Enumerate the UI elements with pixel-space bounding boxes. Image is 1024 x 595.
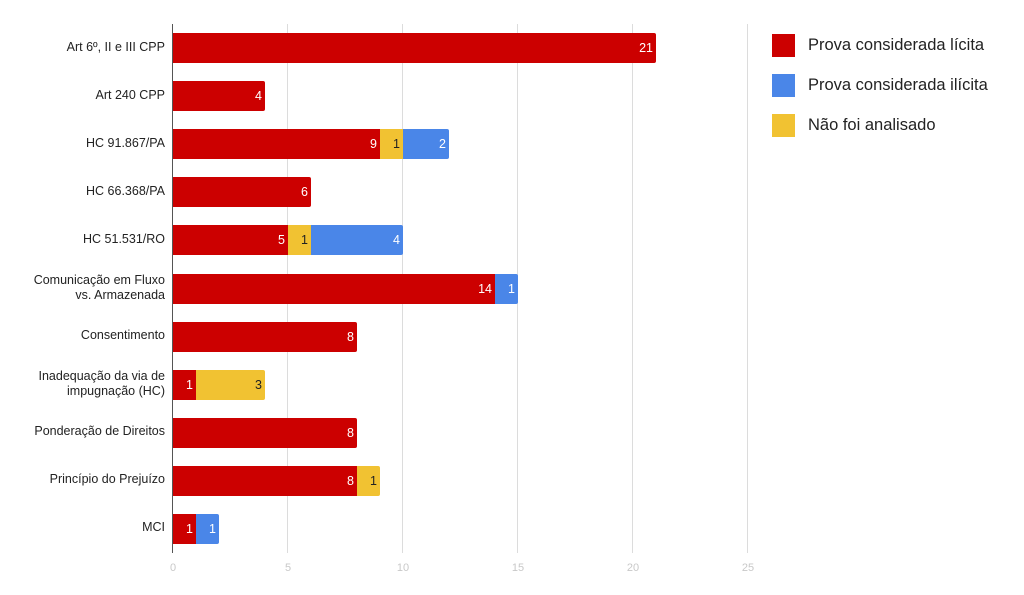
bar-value-label: 3 xyxy=(255,377,262,392)
bar-segment: 4 xyxy=(173,81,265,112)
category-label-line: impugnação (HC) xyxy=(67,383,165,398)
category-label-line: Princípio do Prejuízo xyxy=(49,472,165,487)
category-label: Ponderação de Direitos xyxy=(5,424,165,439)
bar-segment: 14 xyxy=(173,273,495,304)
bar-segment: 8 xyxy=(173,465,357,496)
bar-value-label: 8 xyxy=(347,473,354,488)
bar-value-label: 8 xyxy=(347,329,354,344)
gridline xyxy=(747,24,748,553)
category-label-line: Inadequação da via de xyxy=(38,368,166,383)
bar-value-label: 6 xyxy=(301,185,308,200)
category-label-line: MCI xyxy=(142,520,165,535)
x-tick-label: 15 xyxy=(511,562,525,574)
legend-label: Prova considerada lícita xyxy=(808,36,985,54)
x-tick-label: 25 xyxy=(741,562,755,574)
bar-value-label: 5 xyxy=(278,233,285,248)
bar-value-label: 9 xyxy=(370,137,377,152)
bar-segment: 3 xyxy=(196,369,265,400)
legend-label: Prova considerada ilícita xyxy=(808,76,988,94)
bar-segment: 4 xyxy=(311,225,403,256)
bar-value-label: 21 xyxy=(639,41,653,56)
category-label-line: HC 66.368/PA xyxy=(86,183,165,198)
category-label-line: Consentimento xyxy=(80,328,165,343)
bar-segment: 9 xyxy=(173,129,380,160)
bar-segment: 1 xyxy=(288,225,311,256)
x-tick-label: 5 xyxy=(284,562,292,574)
bar-segment: 6 xyxy=(173,177,311,208)
category-label: HC 91.867/PA xyxy=(5,136,165,151)
bar-value-label: 4 xyxy=(393,233,400,248)
category-label: Inadequação da via de impugnação (HC) xyxy=(5,368,166,399)
bar-segment: 1 xyxy=(380,129,403,160)
category-label: Consentimento xyxy=(5,328,165,343)
bar-value-label: 1 xyxy=(186,521,193,536)
category-label: Art 6º, II e III CPP xyxy=(5,40,165,55)
y-axis-line xyxy=(172,24,173,553)
legend-swatch-icon xyxy=(772,114,795,137)
bar-segment: 8 xyxy=(173,417,357,448)
bar-value-label: 1 xyxy=(370,473,377,488)
bar-value-label: 1 xyxy=(508,281,515,296)
category-label: Princípio do Prejuízo xyxy=(5,472,165,487)
category-label-line: Art 6º, II e III CPP xyxy=(66,39,165,54)
category-label-line: vs. Armazenada xyxy=(75,287,165,302)
bar-segment: 1 xyxy=(173,513,196,544)
x-tick-label: 20 xyxy=(626,562,640,574)
category-label: HC 66.368/PA xyxy=(5,184,165,199)
bar-value-label: 1 xyxy=(301,233,308,248)
bar-value-label: 1 xyxy=(393,137,400,152)
bar-segment: 2 xyxy=(403,129,449,160)
bar-segment: 8 xyxy=(173,321,357,352)
bar-value-label: 1 xyxy=(186,377,193,392)
category-label-line: Art 240 CPP xyxy=(95,87,165,102)
bar-value-label: 1 xyxy=(209,521,216,536)
bar-segment: 1 xyxy=(173,369,196,400)
category-label: Art 240 CPP xyxy=(5,88,165,103)
category-label-line: Comunicação em Fluxo xyxy=(33,272,165,287)
gridline xyxy=(632,24,633,553)
category-label-line: HC 51.531/RO xyxy=(83,231,165,246)
x-tick-label: 10 xyxy=(396,562,410,574)
bar-value-label: 14 xyxy=(478,281,492,296)
legend-label: Não foi analisado xyxy=(808,116,936,134)
category-label: Comunicação em Fluxo vs. Armazenada xyxy=(5,273,165,303)
category-label: HC 51.531/RO xyxy=(5,232,165,247)
bar-segment: 21 xyxy=(173,33,656,64)
category-label: MCI xyxy=(5,520,165,535)
bar-value-label: 8 xyxy=(347,425,354,440)
category-label-line: HC 91.867/PA xyxy=(86,135,165,150)
bar-segment: 1 xyxy=(357,465,380,496)
bar-segment: 1 xyxy=(495,273,518,304)
category-label-line: Ponderação de Direitos xyxy=(34,424,165,439)
legend-swatch-icon xyxy=(772,34,795,57)
bar-segment: 5 xyxy=(173,225,288,256)
bar-value-label: 2 xyxy=(439,137,446,152)
x-tick-label: 0 xyxy=(169,562,177,574)
legend-swatch-icon xyxy=(772,74,795,97)
bar-segment: 1 xyxy=(196,513,219,544)
bar-value-label: 4 xyxy=(255,89,262,104)
